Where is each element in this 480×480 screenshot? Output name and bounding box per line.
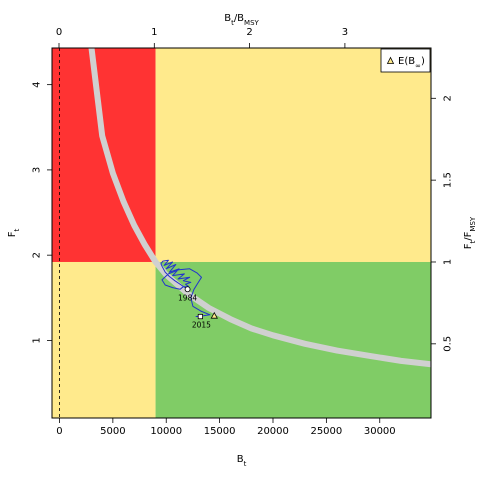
- quadrant-overfished: [52, 261, 156, 418]
- end-point-marker: [197, 313, 203, 320]
- plot-area: 1984 2015: [52, 48, 431, 418]
- stock-trajectory: [160, 259, 211, 317]
- top-axis-title: Bt/BMSY: [224, 13, 259, 27]
- equilibrium-point-marker: [210, 311, 218, 319]
- right-tick-label: 1: [443, 259, 454, 265]
- quadrant-overfishing: [155, 48, 431, 262]
- y-tick-label: 2: [32, 252, 43, 258]
- right-tick-label: 2: [443, 95, 454, 101]
- top-tick-label: 1: [151, 27, 157, 38]
- x-tick-label: 5000: [100, 426, 125, 437]
- quadrant-overfished-overfishing: [52, 48, 156, 262]
- equilibrium-band: [88, 48, 431, 368]
- plot-frame: [51, 47, 432, 419]
- right-axis-title: Ft/FMSY: [463, 216, 477, 249]
- x-tick-label: 0: [56, 426, 62, 437]
- y-tick-label: 1: [32, 337, 43, 343]
- x-axis-title: Bt: [237, 454, 247, 468]
- y-tick-label: 4: [32, 81, 43, 87]
- x-tick-label: 30000: [364, 426, 396, 437]
- y-axis-title: Ft: [7, 228, 21, 237]
- start-point-marker: [184, 286, 191, 293]
- right-tick-label: 1.5: [443, 172, 454, 188]
- x-tick-label: 10000: [150, 426, 182, 437]
- year-label-2015: 2015: [192, 321, 211, 330]
- year-label-1984: 1984: [178, 293, 197, 302]
- legend-triangle-icon: [386, 56, 395, 64]
- axes-layer: 0 5000 10000 15000 20000 25000 30000 Bt 0 1 2 3 Bt/B…: [7, 13, 477, 468]
- right-tick-label: 0.5: [443, 336, 454, 352]
- top-tick-label: 2: [246, 27, 252, 38]
- top-tick-label: 0: [56, 27, 62, 38]
- x-tick-label: 20000: [257, 426, 289, 437]
- legend-label: E(B∞): [398, 56, 425, 70]
- x-tick-label: 25000: [310, 426, 342, 437]
- legend: E(B∞): [380, 48, 431, 73]
- x-tick-label: 15000: [204, 426, 236, 437]
- y-tick-label: 3: [32, 167, 43, 173]
- top-tick-label: 3: [342, 27, 348, 38]
- legend-box: [380, 48, 431, 73]
